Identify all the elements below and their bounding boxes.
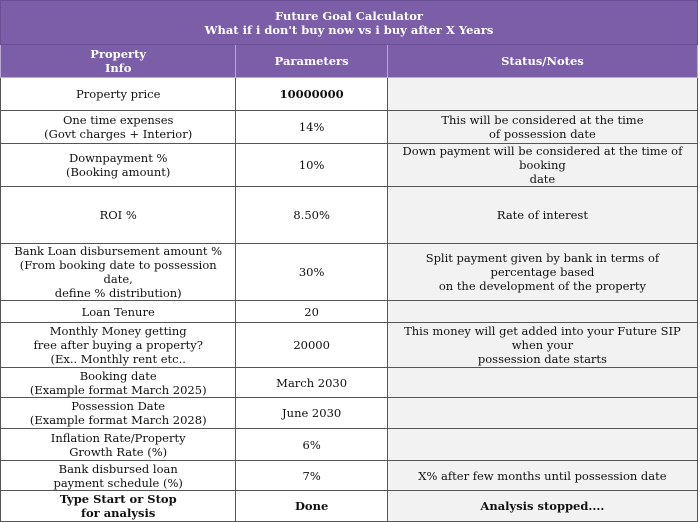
note-cell (386, 397, 699, 429)
param-cell[interactable]: Done (235, 490, 388, 522)
note-cell: X% after few months until possession dat… (386, 460, 699, 491)
note-cell: Down payment will be considered at the t… (386, 143, 699, 187)
table-row: Possession Date (Example format March 20… (0, 397, 699, 429)
table-row: Monthly Money getting free after buying … (0, 322, 699, 368)
info-cell: Type Start or Stop for analysis (0, 490, 237, 522)
note-cell (386, 428, 699, 461)
title-row: Future Goal Calculator What if i don't b… (0, 0, 698, 45)
table-row: Type Start or Stop for analysis Done Ana… (0, 490, 699, 522)
param-cell[interactable]: June 2030 (235, 397, 388, 429)
note-cell: Rate of interest (386, 186, 699, 244)
table-row: Bank Loan disbursement amount % (From bo… (0, 243, 699, 301)
header-parameters: Parameters (235, 44, 388, 78)
info-cell: Booking date (Example format March 2025) (0, 367, 237, 398)
note-cell: Analysis stopped.... (386, 490, 699, 522)
title-line-1: Future Goal Calculator (275, 8, 423, 23)
param-cell[interactable]: 6% (235, 428, 388, 461)
info-cell: Property price (0, 77, 237, 111)
param-cell[interactable]: 30% (235, 243, 388, 301)
sheet-title: Future Goal Calculator What if i don't b… (0, 0, 698, 45)
table-row: Downpayment % (Booking amount) 10% Down … (0, 143, 699, 187)
table-row: Bank disbursed loan payment schedule (%)… (0, 460, 699, 491)
header-property-info: Property Info (0, 44, 237, 78)
info-cell: Monthly Money getting free after buying … (0, 322, 237, 368)
param-cell[interactable]: 20 (235, 300, 388, 323)
info-cell: Bank disbursed loan payment schedule (%) (0, 460, 237, 491)
info-cell: Bank Loan disbursement amount % (From bo… (0, 243, 237, 301)
table-row: Property price 10000000 (0, 77, 699, 111)
param-cell[interactable]: 20000 (235, 322, 388, 368)
note-cell: This will be considered at the time of p… (386, 110, 699, 144)
param-cell[interactable]: 8.50% (235, 186, 388, 244)
info-cell: One time expenses (Govt charges + Interi… (0, 110, 237, 144)
title-line-2: What if i don't buy now vs i buy after X… (204, 22, 494, 37)
table-row: One time expenses (Govt charges + Interi… (0, 110, 699, 144)
table-row: Booking date (Example format March 2025)… (0, 367, 699, 398)
info-cell: Loan Tenure (0, 300, 237, 323)
param-cell[interactable]: 7% (235, 460, 388, 491)
param-cell[interactable]: 10000000 (235, 77, 388, 111)
table-row: Inflation Rate/Property Growth Rate (%) … (0, 428, 699, 461)
table-row: Loan Tenure 20 (0, 300, 699, 323)
table-row: ROI % 8.50% Rate of interest (0, 186, 699, 244)
note-cell: This money will get added into your Futu… (386, 322, 699, 368)
note-cell (386, 300, 699, 323)
note-cell: Split payment given by bank in terms of … (386, 243, 699, 301)
param-cell[interactable]: 14% (235, 110, 388, 144)
note-cell (386, 77, 699, 111)
note-cell (386, 367, 699, 398)
info-cell: Inflation Rate/Property Growth Rate (%) (0, 428, 237, 461)
param-cell[interactable]: 10% (235, 143, 388, 187)
param-cell[interactable]: March 2030 (235, 367, 388, 398)
info-cell: Possession Date (Example format March 20… (0, 397, 237, 429)
info-cell: ROI % (0, 186, 237, 244)
info-cell: Downpayment % (Booking amount) (0, 143, 237, 187)
header-row: Property Info Parameters Status/Notes (0, 44, 699, 78)
header-status-notes: Status/Notes (386, 44, 699, 78)
